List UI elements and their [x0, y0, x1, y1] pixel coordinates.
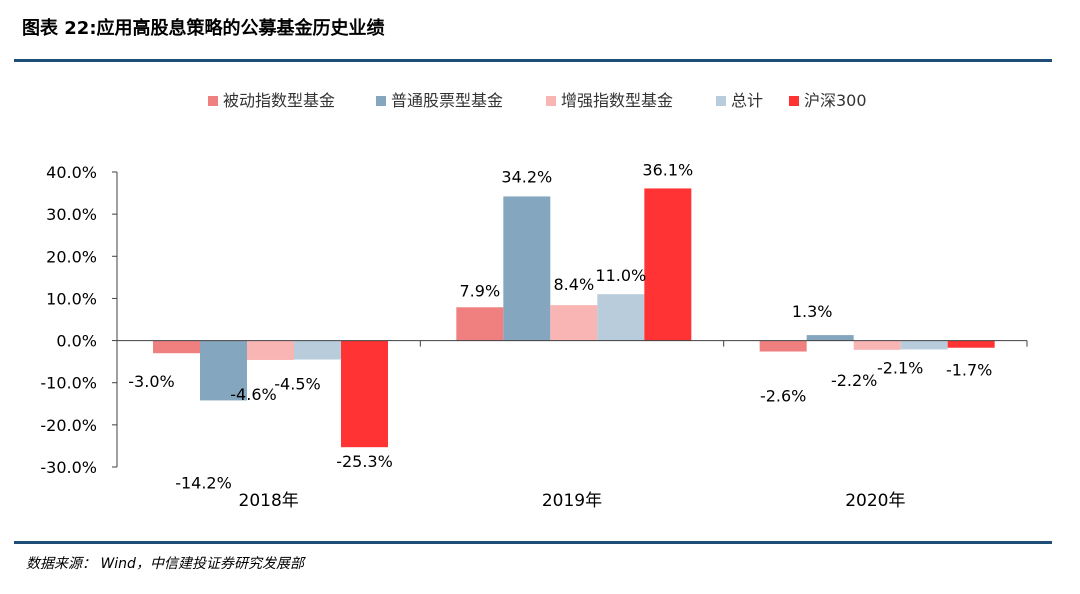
y-tick-label: -30.0%	[40, 458, 97, 477]
y-tick-label: 40.0%	[46, 163, 97, 182]
bar	[644, 188, 692, 341]
bar	[853, 340, 901, 350]
data-label: 8.4%	[554, 275, 595, 294]
y-tick-label: 30.0%	[46, 205, 97, 224]
bar	[247, 340, 294, 360]
data-label: 7.9%	[460, 281, 501, 300]
legend-swatch	[789, 96, 799, 106]
data-label: -4.6%	[230, 385, 276, 404]
bar	[947, 340, 995, 348]
bar	[456, 307, 504, 341]
bar	[341, 340, 388, 448]
legend-swatch	[716, 96, 726, 106]
data-label: 1.3%	[792, 302, 833, 321]
bar	[597, 294, 645, 341]
x-tick-label: 2018年	[239, 491, 299, 511]
bar	[806, 335, 854, 341]
data-label: 11.0%	[595, 266, 646, 285]
bar	[900, 340, 948, 350]
data-label: -2.1%	[877, 358, 923, 377]
bar	[759, 340, 807, 352]
legend-label: 被动指数型基金	[223, 91, 335, 110]
x-tick-label: 2020年	[845, 491, 905, 511]
legend-swatch	[208, 96, 218, 106]
top-divider	[14, 59, 1052, 62]
bar	[294, 340, 341, 360]
bar	[503, 196, 551, 341]
y-tick-label: 20.0%	[46, 247, 97, 266]
y-tick-label: 10.0%	[46, 289, 97, 308]
bottom-divider	[14, 541, 1052, 544]
x-tick-label: 2019年	[542, 491, 602, 511]
legend-swatch	[546, 96, 556, 106]
legend-label: 沪深300	[804, 91, 867, 110]
figure-title: 图表 22:应用高股息策略的公募基金历史业绩	[22, 18, 385, 39]
data-labels: -3.0% 7.9% -2.6% -14.2% 34.2% 1.3% -4.6% 8.4% -2…	[128, 160, 992, 492]
y-tick-label: -10.0%	[40, 374, 97, 393]
legend-swatch	[376, 96, 386, 106]
data-label: -1.7%	[946, 361, 992, 380]
legend-label: 总计	[731, 91, 763, 110]
data-label: -3.0%	[128, 372, 174, 391]
y-tick-label: -20.0%	[40, 416, 97, 435]
chart-legend: 被动指数型基金 普通股票型基金 增强指数型基金 总计 沪深300	[208, 91, 867, 110]
legend-label: 增强指数型基金	[561, 91, 673, 110]
bar	[550, 305, 598, 341]
data-label: -25.3%	[336, 452, 393, 471]
data-label: -2.2%	[831, 371, 877, 390]
data-label: 34.2%	[501, 167, 552, 186]
bar	[153, 340, 200, 354]
data-label: -4.5%	[274, 375, 320, 394]
y-tick-label: 0.0%	[56, 332, 97, 351]
data-label: -14.2%	[175, 473, 232, 492]
source-note: 数据来源： Wind，中信建投证券研究发展部	[26, 556, 304, 572]
y-axis: 40.0% 30.0% 20.0% 10.0% 0.0% -10.0% -20.0% -30.…	[40, 163, 118, 477]
bar-chart: 被动指数型基金 普通股票型基金 增强指数型基金 总计 沪深300 40.0% 30.0% 2…	[40, 91, 1028, 511]
bar-series	[153, 188, 995, 448]
data-label: -2.6%	[760, 387, 806, 406]
legend-label: 普通股票型基金	[391, 91, 503, 110]
bar	[200, 340, 247, 401]
x-axis: 2018年 2019年 2020年	[116, 340, 1028, 511]
data-label: 36.1%	[642, 160, 693, 179]
